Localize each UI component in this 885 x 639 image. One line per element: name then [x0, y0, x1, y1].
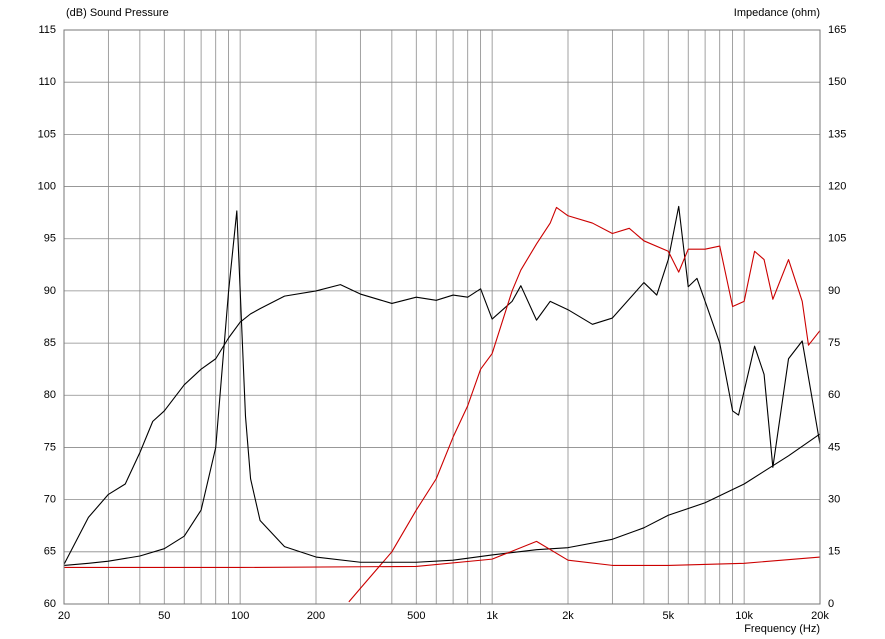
y2-tick-label: 105 [828, 233, 846, 245]
y-tick-label: 110 [38, 76, 56, 88]
y-axis-label: (dB) Sound Pressure [66, 7, 169, 19]
y-tick-label: 80 [44, 389, 56, 401]
y-tick-label: 100 [38, 180, 56, 192]
grid [63, 29, 821, 605]
y2-tick-label: 165 [828, 24, 846, 36]
plot-lines [63, 205, 821, 603]
y2-tick-label: 135 [828, 128, 846, 140]
x-tick-label: 10k [735, 610, 753, 622]
y2-tick-label: 0 [828, 598, 834, 610]
y2-axis-label: Impedance (ohm) [734, 7, 820, 19]
x-tick-label: 5k [662, 610, 674, 622]
y-tick-label: 70 [44, 494, 56, 506]
y2-tick-label: 90 [828, 285, 840, 297]
x-tick-label: 500 [407, 610, 425, 622]
plot-frame [63, 29, 821, 605]
x-tick-label: 1k [486, 610, 498, 622]
y2-tick-label: 15 [828, 546, 840, 558]
y2-tick-label: 60 [828, 389, 840, 401]
x-tick-label: 50 [158, 610, 170, 622]
x-tick-label: 100 [231, 610, 249, 622]
series-line [63, 205, 821, 565]
y-tick-label: 75 [44, 441, 56, 453]
y2-tick-label: 120 [828, 180, 846, 192]
x-tick-label: 2k [562, 610, 574, 622]
series-line [63, 210, 821, 566]
y2-tick-label: 30 [828, 494, 840, 506]
y-tick-label: 95 [44, 233, 56, 245]
y-tick-label: 60 [44, 598, 56, 610]
y2-tick-label: 45 [828, 441, 840, 453]
y-tick-label: 85 [44, 337, 56, 349]
y2-tick-label: 150 [828, 76, 846, 88]
y2-tick-label: 75 [828, 337, 840, 349]
y-tick-label: 90 [44, 285, 56, 297]
y-tick-label: 105 [38, 128, 56, 140]
y-tick-label: 115 [38, 24, 56, 36]
x-tick-label: 20k [811, 610, 829, 622]
x-tick-label: 20 [58, 610, 70, 622]
x-tick-label: 200 [307, 610, 325, 622]
x-axis-label: Frequency (Hz) [744, 623, 820, 635]
y-tick-label: 65 [44, 546, 56, 558]
series-line [64, 540, 821, 569]
series-line [348, 206, 821, 603]
